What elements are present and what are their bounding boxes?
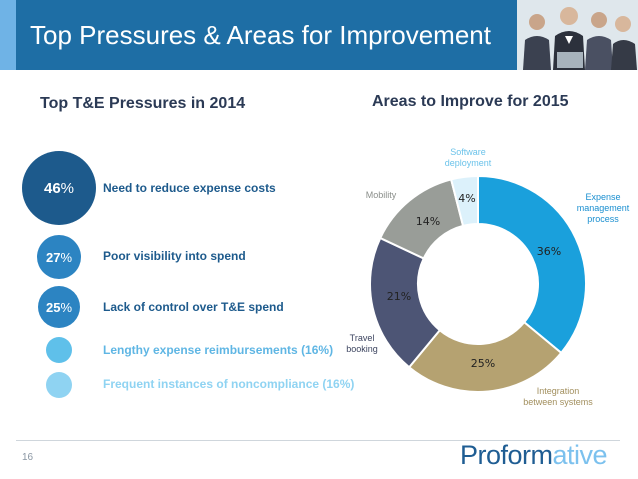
slice-pct-label-2: 25%: [471, 357, 495, 370]
slice-pct-label-1: 36%: [537, 245, 561, 258]
page-number: 16: [22, 452, 34, 463]
pressure-5-label: Frequent instances of noncompliance (16%…: [103, 377, 355, 391]
pressure-5-circle: [46, 372, 72, 398]
slice-name-line: Software: [450, 147, 486, 157]
right-section-title: Areas to Improve for 2015: [372, 93, 569, 110]
pressure-1-unit: %: [60, 179, 75, 197]
logo-main: Proform: [460, 440, 553, 470]
slice-name-line: Expense: [585, 192, 620, 202]
donut-slice-5: [449, 174, 479, 228]
slice-pct-label-4: 14%: [416, 215, 440, 228]
slice-name-label-2: Integration between systems: [523, 386, 593, 407]
slice-name-line: process: [587, 214, 619, 224]
logo-accent: ative: [552, 440, 608, 470]
slice-name-line: Travel: [350, 333, 375, 343]
pressure-1-label: Need to reduce expense costs: [103, 181, 276, 195]
slice-name-line: deployment: [445, 158, 492, 168]
page-title: Top Pressures & Areas for Improvement: [30, 20, 491, 50]
pressure-3-pct: 25: [45, 299, 61, 315]
slice-name-line: management: [577, 203, 630, 213]
pressure-3-circle: 25%: [38, 286, 80, 328]
slice-pct-label-5: 4%: [458, 192, 475, 205]
slice-name-label-5: Software deployment: [445, 147, 492, 168]
slice-name-label-3: Travel booking: [346, 333, 378, 354]
pressure-2-pct: 27: [45, 249, 61, 265]
slice-name-line: between systems: [523, 397, 593, 407]
proformative-logo: Proformative: [460, 440, 608, 471]
pressure-2-unit: %: [60, 249, 73, 265]
slice-name-line: booking: [346, 344, 378, 354]
slice-name-label-4: Mobility: [366, 190, 397, 200]
pressure-2-circle: 27%: [37, 235, 81, 279]
donut-slice-2: [407, 320, 563, 393]
pressure-4-circle: [46, 337, 72, 363]
pressure-1-circle: 46%: [22, 151, 96, 225]
business-people-photo: [517, 0, 638, 70]
slice-pct-label-3: 21%: [387, 290, 411, 303]
header-accent: [0, 0, 16, 70]
left-section-title: Top T&E Pressures in 2014: [40, 95, 246, 112]
donut-slice-1: [477, 174, 587, 355]
pressure-2-label: Poor visibility into spend: [103, 249, 246, 263]
people-icon: [517, 0, 638, 70]
slice-name-line: Integration: [537, 386, 580, 396]
slice-name-label-1: Expense management process: [577, 192, 630, 224]
footer-divider: [16, 440, 620, 441]
pressure-1-pct: 46: [43, 179, 61, 197]
pressure-4-label: Lengthy expense reimbursements (16%): [103, 343, 334, 357]
pressure-3-unit: %: [60, 299, 73, 315]
slice-name-line: Mobility: [366, 190, 397, 200]
pressure-3-label: Lack of control over T&E spend: [103, 300, 284, 314]
